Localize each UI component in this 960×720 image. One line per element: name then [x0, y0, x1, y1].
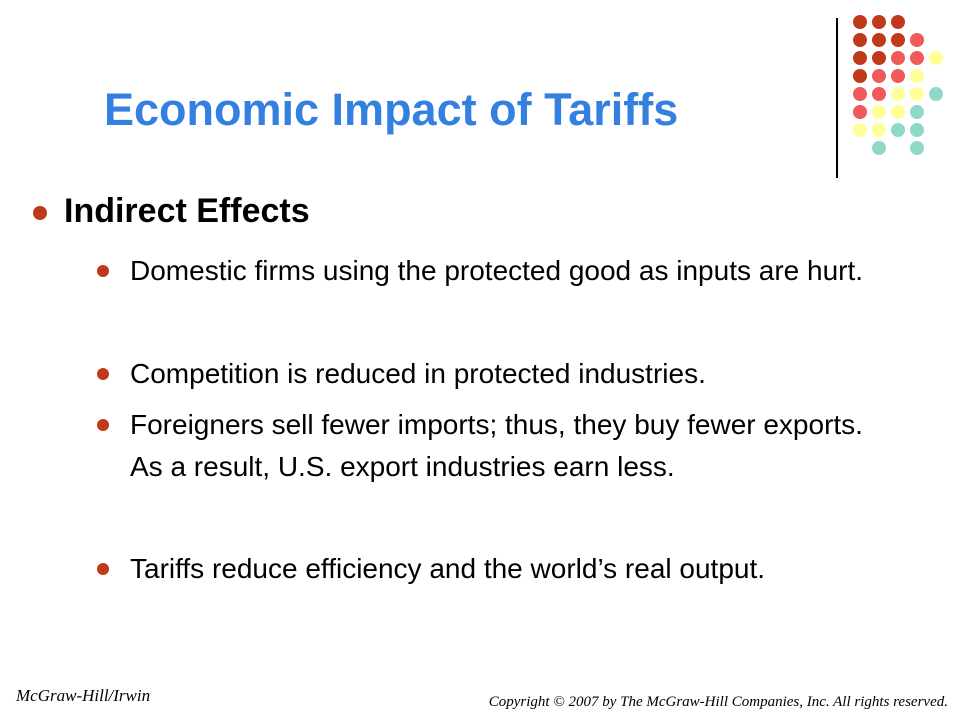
- decorative-dot: [872, 51, 886, 65]
- bullet-dot: [97, 265, 109, 277]
- decorative-dot: [891, 69, 905, 83]
- bullet-item-2: Competition is reduced in protected indu…: [97, 353, 890, 395]
- bullet-dot: [97, 419, 109, 431]
- decorative-dot: [872, 69, 886, 83]
- decorative-dot-grid: [853, 15, 943, 155]
- decorative-dot: [872, 141, 886, 155]
- decorative-dot: [929, 51, 943, 65]
- bullet-text: Domestic firms using the protected good …: [130, 255, 864, 286]
- section-heading: Indirect Effects: [33, 188, 310, 234]
- publisher-label: McGraw-Hill/Irwin: [16, 686, 151, 705]
- decorative-dot: [872, 33, 886, 47]
- decorative-dot: [853, 51, 867, 65]
- decorative-dot: [853, 87, 867, 101]
- bullet-item-3: Foreigners sell fewer imports; thus, the…: [97, 404, 890, 488]
- decorative-dot: [910, 87, 924, 101]
- bullet-item-1: Domestic firms using the protected good …: [97, 250, 890, 292]
- divider-line: [836, 18, 838, 178]
- decorative-dot: [872, 105, 886, 119]
- decorative-dot: [872, 123, 886, 137]
- bullet-dot: [33, 206, 47, 220]
- bullet-item-4: Tariffs reduce efficiency and the world’…: [97, 548, 890, 590]
- bullet-text: Foreigners sell fewer imports; thus, the…: [130, 409, 863, 482]
- bullet-dot: [97, 563, 109, 575]
- decorative-dot: [872, 87, 886, 101]
- slide-title: Economic Impact of Tariffs: [104, 84, 679, 135]
- decorative-dot: [853, 15, 867, 29]
- bullet-text: Competition is reduced in protected indu…: [130, 358, 706, 389]
- decorative-dot: [891, 87, 905, 101]
- bullet-dot: [97, 368, 109, 380]
- decorative-dot: [853, 105, 867, 119]
- decorative-dot: [853, 33, 867, 47]
- decorative-dot: [910, 105, 924, 119]
- decorative-dot: [853, 69, 867, 83]
- decorative-dot: [910, 123, 924, 137]
- decorative-dot: [891, 15, 905, 29]
- decorative-dot: [891, 33, 905, 47]
- decorative-dot: [910, 69, 924, 83]
- decorative-dot: [891, 123, 905, 137]
- decorative-dot: [910, 141, 924, 155]
- copyright-notice: Copyright © 2007 by The McGraw-Hill Comp…: [488, 694, 948, 710]
- decorative-dot: [872, 15, 886, 29]
- section-heading-text: Indirect Effects: [64, 192, 310, 230]
- decorative-dot: [929, 87, 943, 101]
- decorative-dot: [910, 33, 924, 47]
- bullet-text: Tariffs reduce efficiency and the world’…: [130, 553, 766, 584]
- decorative-dot: [891, 51, 905, 65]
- decorative-dot: [910, 51, 924, 65]
- decorative-dot: [853, 123, 867, 137]
- decorative-dot: [891, 105, 905, 119]
